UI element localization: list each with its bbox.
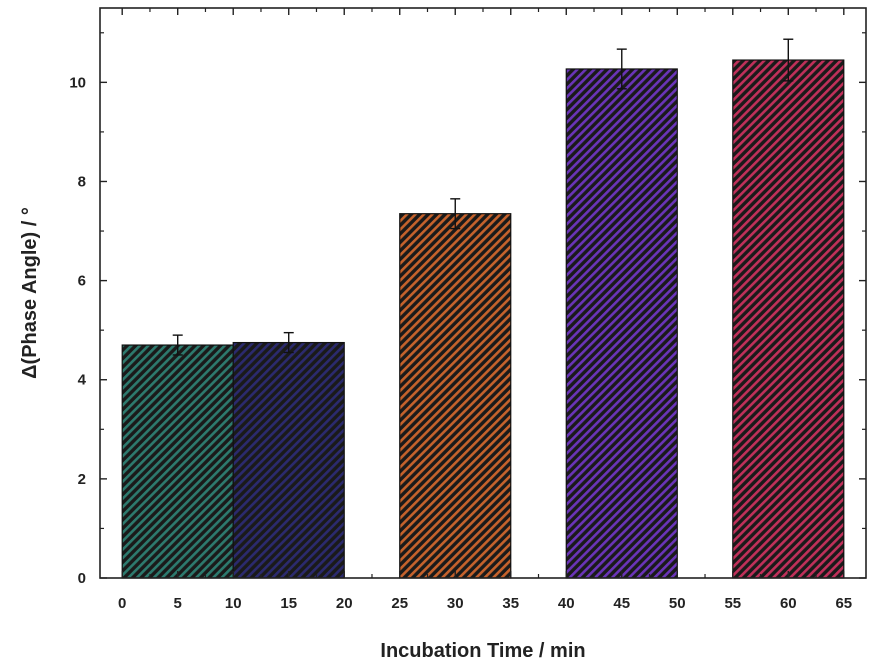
- y-axis-ticks: 0 2 4 6 8 10: [69, 32, 866, 587]
- x-tick-label: 55: [724, 595, 741, 612]
- y-tick-label: 8: [78, 173, 86, 190]
- bar-30-min: [399, 213, 512, 579]
- y-tick-label: 10: [69, 74, 86, 91]
- error-bar-45-min: [616, 48, 627, 90]
- x-tick-label: 20: [336, 595, 353, 612]
- x-tick-label: 40: [558, 595, 575, 612]
- y-tick-label: 2: [78, 471, 86, 488]
- bar-45-min: [565, 68, 678, 579]
- x-tick-label: 0: [118, 595, 126, 612]
- x-tick-label: 50: [669, 595, 686, 612]
- x-axis-ticks: 0 5 10 15 20 25 30 35 40 45 50 55 60 65: [118, 8, 852, 612]
- x-axis-title: Incubation Time / min: [380, 640, 585, 662]
- x-tick-label: 10: [225, 595, 242, 612]
- error-bar-15-min: [283, 331, 294, 354]
- bar-5-min: [121, 344, 234, 579]
- y-tick-label: 6: [78, 273, 86, 290]
- error-bars-layer: [172, 38, 794, 356]
- x-tick-label: 35: [502, 595, 519, 612]
- error-bar-5-min: [172, 334, 183, 356]
- y-axis-title: Δ(Phase Angle) / °: [19, 207, 41, 379]
- bar-60-min: [732, 59, 845, 579]
- y-tick-label: 4: [78, 372, 87, 389]
- error-bar-30-min: [450, 198, 461, 230]
- bar-15-min: [232, 341, 345, 579]
- x-tick-label: 60: [780, 595, 797, 612]
- x-tick-label: 15: [280, 595, 297, 612]
- x-tick-label: 30: [447, 595, 464, 612]
- y-tick-label: 0: [78, 570, 86, 587]
- x-tick-label: 45: [613, 595, 630, 612]
- x-tick-label: 65: [835, 595, 852, 612]
- x-tick-label: 5: [174, 595, 182, 612]
- error-bar-60-min: [783, 38, 794, 82]
- bars-layer: [121, 59, 845, 579]
- x-tick-label: 25: [391, 595, 408, 612]
